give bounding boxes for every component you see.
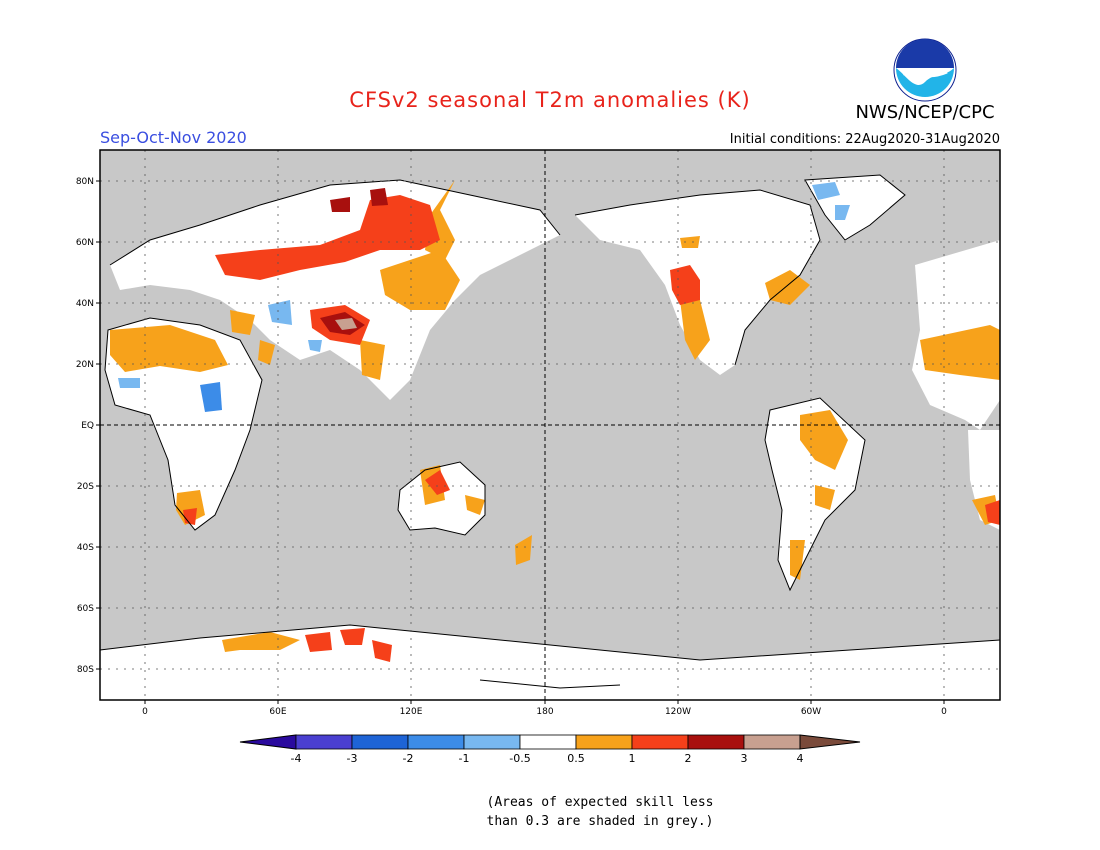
initial-conditions-label: Initial conditions: 22Aug2020-31Aug2020 bbox=[729, 132, 1000, 147]
colorbar-box bbox=[575, 734, 633, 750]
colorbar bbox=[239, 734, 861, 750]
colorbar-label: 2 bbox=[684, 752, 692, 765]
lat-label: 40S bbox=[77, 543, 94, 553]
anomaly-neg-1-2 bbox=[200, 382, 222, 412]
skill-note-line-1: (Areas of expected skill less bbox=[486, 795, 714, 810]
colorbar-box bbox=[295, 734, 353, 750]
lat-label: 60S bbox=[77, 604, 94, 614]
colorbar-box bbox=[687, 734, 745, 750]
colorbar-box bbox=[631, 734, 689, 750]
colorbar-label: 4 bbox=[796, 752, 804, 765]
lat-label: 80N bbox=[76, 177, 94, 187]
colorbar-label: 0.5 bbox=[567, 752, 585, 765]
colorbar-label: -2 bbox=[402, 752, 414, 765]
colorbar-label: -1 bbox=[458, 752, 470, 765]
agency-label: NWS/NCEP/CPC bbox=[855, 102, 995, 123]
lon-label: 0 bbox=[941, 707, 947, 717]
colorbar-min-arrow bbox=[239, 734, 297, 750]
colorbar-box bbox=[407, 734, 465, 750]
colorbar-box bbox=[519, 734, 577, 750]
lon-label: 0 bbox=[142, 707, 148, 717]
map-title: CFSv2 seasonal T2m anomalies (K) bbox=[349, 88, 751, 112]
colorbar-box bbox=[351, 734, 409, 750]
lon-label: 120W bbox=[665, 707, 691, 717]
lat-label: 80S bbox=[77, 665, 94, 675]
colorbar-box bbox=[743, 734, 801, 750]
lon-label: 120E bbox=[400, 707, 423, 717]
colorbar-label: -3 bbox=[346, 752, 358, 765]
anomaly-neg-0p5-1 bbox=[118, 182, 850, 388]
colorbar-box bbox=[463, 734, 521, 750]
colorbar-label: -4 bbox=[290, 752, 302, 765]
lat-lon-grid bbox=[100, 150, 1000, 700]
anomaly-3-4 bbox=[335, 318, 357, 330]
colorbar-label: -0.5 bbox=[509, 752, 531, 765]
lon-label: 60W bbox=[801, 707, 821, 717]
colorbar-max-arrow bbox=[799, 734, 861, 750]
colorbar-label: 1 bbox=[628, 752, 636, 765]
lat-label: 20S bbox=[77, 482, 94, 492]
noaa-logo bbox=[893, 38, 957, 102]
lon-label: 60E bbox=[269, 707, 286, 717]
lon-label: 180 bbox=[536, 707, 553, 717]
lat-label: 20N bbox=[76, 360, 94, 370]
season-label: Sep-Oct-Nov 2020 bbox=[100, 128, 247, 147]
latitude-labels: 80N 60N 40N 20N EQ 20S 40S 60S 80S bbox=[76, 177, 100, 675]
longitude-labels: 0 60E 120E 180 120W 60W 0 bbox=[142, 700, 947, 717]
colorbar-label: 3 bbox=[740, 752, 748, 765]
lat-label: 60N bbox=[76, 238, 94, 248]
lat-label: 40N bbox=[76, 299, 94, 309]
skill-note: (Areas of expected skill less than 0.3 a… bbox=[400, 793, 800, 831]
skill-note-line-2: than 0.3 are shaded in grey.) bbox=[486, 814, 714, 829]
coastlines bbox=[99, 174, 1001, 689]
lat-label: EQ bbox=[81, 421, 94, 431]
